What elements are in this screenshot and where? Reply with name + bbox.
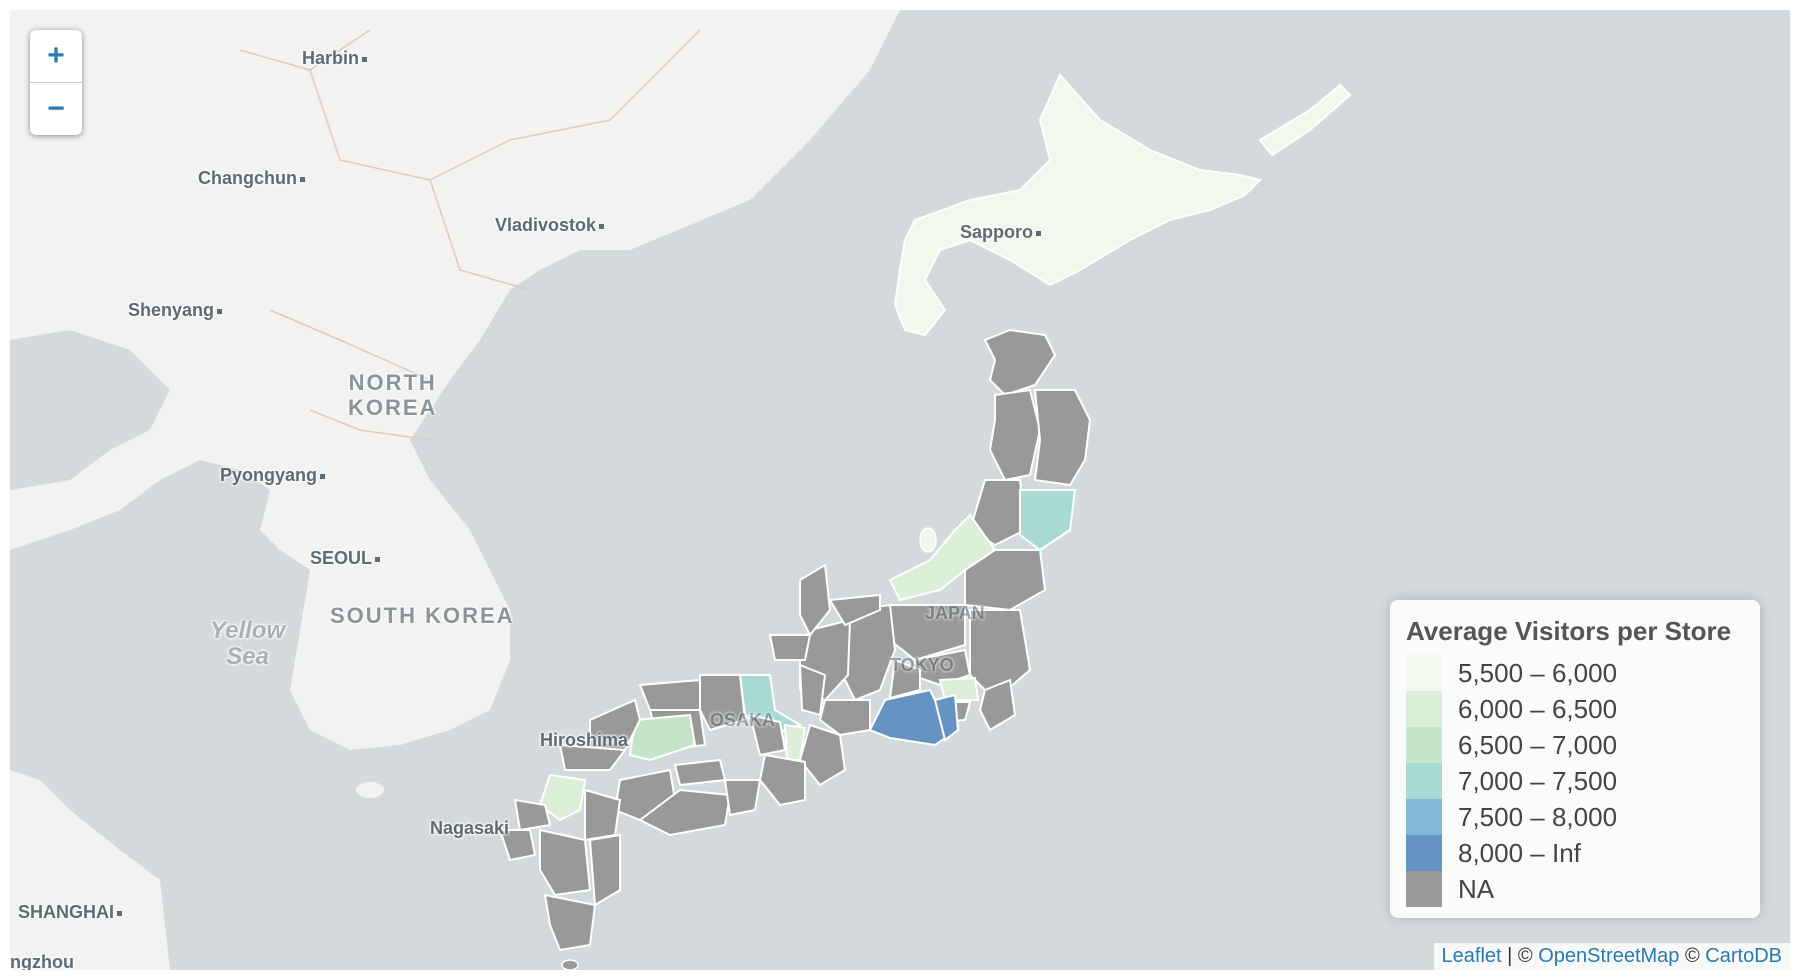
region-nagasaki [498, 829, 537, 862]
region-tokyo [938, 676, 980, 701]
legend-swatch [1406, 763, 1442, 799]
label-yellow-sea: Yellow Sea [210, 617, 286, 670]
zoom-in-button[interactable]: + [47, 39, 65, 72]
legend-item: 6,000 – 6,500 [1406, 691, 1744, 727]
legend-item: 7,500 – 8,000 [1406, 799, 1744, 835]
region-wakayama [758, 753, 806, 807]
region-tottori [638, 678, 701, 711]
legend-item: 6,500 – 7,000 [1406, 727, 1744, 763]
legend-item: 5,500 – 6,000 [1406, 655, 1744, 691]
legend-swatch [1406, 691, 1442, 727]
zoom-control: + − [30, 30, 82, 135]
label-japan: JAPAN [925, 603, 985, 623]
legend-label: 5,500 – 6,000 [1458, 657, 1618, 688]
region-yamaguchi [558, 743, 627, 771]
region-saga [513, 798, 552, 832]
region-miyagi [1019, 489, 1077, 552]
region-kochi [638, 788, 732, 837]
region-nara [783, 723, 807, 761]
region-osaka [748, 713, 787, 757]
region-yamanashi [888, 658, 921, 700]
legend-swatch [1406, 799, 1442, 835]
label-north-korea: NORTH KOREA [348, 370, 438, 420]
legend-label: 8,000 – Inf [1458, 837, 1581, 868]
region-ibaraki [969, 609, 1032, 702]
label-south-korea: SOUTH KOREA [330, 603, 515, 628]
region-fukuoka [538, 773, 587, 822]
label-changchun: Changchun [198, 168, 305, 189]
legend-swatch [1406, 727, 1442, 763]
label-sapporo: Sapporo [960, 222, 1042, 243]
zoom-out-button[interactable]: − [30, 82, 82, 135]
region-iwate [1033, 389, 1092, 487]
legend-item: 8,000 – Inf [1406, 835, 1744, 871]
region-chiba [978, 678, 1017, 732]
label-vladivostok: Vladivostok [495, 215, 605, 236]
region-toyama [828, 593, 881, 627]
attribution: Leaflet | © OpenStreetMap © CartoDB [1433, 943, 1790, 970]
cartodb-link[interactable]: CartoDB [1705, 945, 1782, 967]
label-harbin: Harbin [302, 48, 368, 69]
label-osaka: OSAKA [710, 710, 776, 730]
legend-label: 7,000 – 7,500 [1458, 765, 1618, 796]
region-fukui [768, 634, 812, 661]
legend-label: 6,500 – 7,000 [1458, 729, 1618, 760]
region-oita [584, 788, 622, 842]
attribution-sep: | © [1507, 945, 1533, 967]
region-hokkaido [893, 73, 1262, 337]
legend: Average Visitors per Store 5,500 – 6,000… [1390, 600, 1760, 918]
legend-item: 7,000 – 7,500 [1406, 763, 1744, 799]
region-kumamoto [539, 828, 592, 897]
region-kagoshima [543, 893, 597, 952]
label-pyongyang: Pyongyang [220, 465, 326, 486]
basemap [10, 10, 1352, 970]
region-miyazaki [588, 833, 621, 907]
region-akita [988, 388, 1042, 482]
sea-bohai [10, 330, 170, 490]
legend-item: NA [1406, 871, 1744, 907]
legend-swatch [1406, 871, 1442, 907]
map-view[interactable]: Harbin Changchun Vladivostok Shenyang NO… [10, 10, 1790, 970]
region-shimane [589, 698, 642, 751]
legend-swatch [1406, 835, 1442, 871]
leaflet-link[interactable]: Leaflet [1441, 945, 1502, 967]
label-nagasaki: Nagasaki [430, 818, 510, 838]
region-shiga [798, 663, 827, 717]
region-kagawa [673, 758, 727, 787]
region-niigata [888, 513, 997, 602]
label-hangzhou: ngzhou [10, 952, 74, 970]
land-mainland [10, 10, 900, 750]
label-hiroshima: Hiroshima [540, 730, 629, 750]
region-mie [798, 723, 847, 787]
region-shizuoka [868, 688, 952, 747]
label-seoul: SEOUL [310, 548, 381, 569]
region-izu [933, 693, 960, 742]
region-ishikawa [799, 563, 832, 637]
label-tokyo: TOKYO [890, 655, 954, 675]
legend-label: NA [1458, 873, 1495, 904]
legend-label: 6,000 – 6,500 [1458, 693, 1618, 724]
region-tokushima [723, 779, 762, 817]
region-hiroshima [628, 713, 697, 762]
osm-link[interactable]: OpenStreetMap [1538, 945, 1680, 967]
legend-label: 7,500 – 8,000 [1458, 801, 1618, 832]
label-shanghai: SHANGHAI [18, 902, 123, 923]
region-aichi [818, 699, 871, 737]
attribution-copy: © [1684, 945, 1700, 967]
label-shenyang: Shenyang [128, 300, 223, 321]
legend-items: 5,500 – 6,000 6,000 – 6,500 6,500 – 7,000 7… [1406, 655, 1744, 907]
region-fukushima [964, 549, 1047, 612]
legend-title: Average Visitors per Store [1406, 616, 1732, 646]
region-aomori [983, 328, 1057, 397]
legend-swatch [1406, 655, 1442, 691]
